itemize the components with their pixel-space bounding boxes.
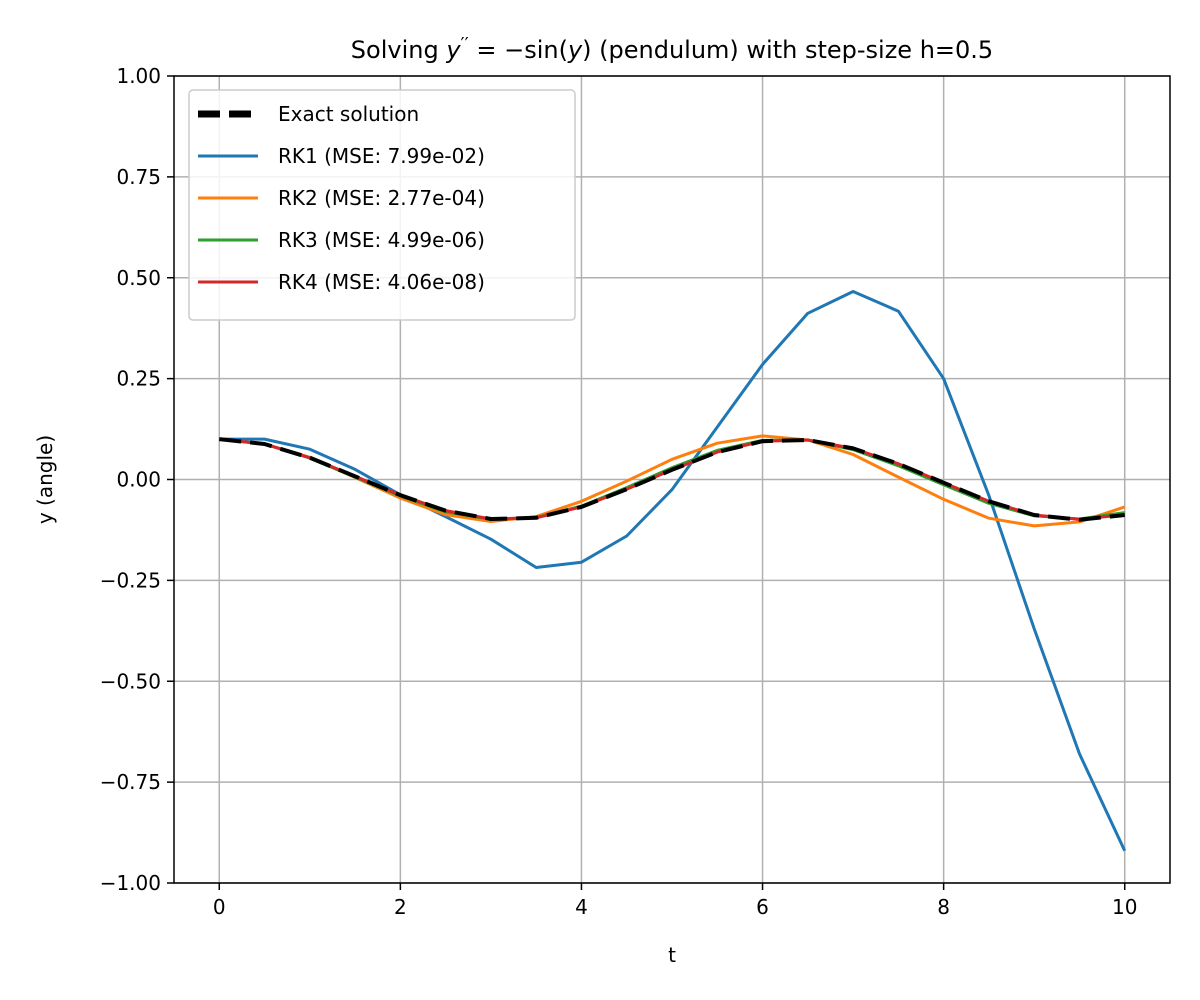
chart-title-part: y: [445, 36, 461, 64]
axis-ticks: 0 2 4 6 8 10 −1.00 −0.75 −0.50 −0.25 0.00 0.25 0.50 0…: [100, 64, 1138, 919]
y-axis-label: y (angle): [33, 435, 57, 524]
legend-label: RK1 (MSE: 7.99e-02): [278, 144, 485, 168]
chart-title-part: ) (pendulum) with step-size h=0.5: [582, 36, 993, 64]
y-tick-label: −0.75: [100, 770, 161, 794]
chart-title-part: Solving: [351, 36, 447, 64]
series-line-rk1: [219, 290, 1127, 852]
legend: Exact solution RK1 (MSE: 7.99e-02) RK2 (MS…: [188, 89, 576, 321]
legend-label: Exact solution: [278, 102, 419, 126]
legend-box: [188, 89, 576, 321]
y-tick-label: −1.00: [100, 871, 161, 895]
y-tick-label: −0.50: [100, 669, 161, 693]
y-tick-label: 1.00: [116, 64, 161, 88]
chart-title-part: = −sin(: [469, 36, 568, 64]
x-tick-label: 2: [394, 895, 407, 919]
y-tick-label: 0.25: [116, 367, 161, 391]
series-line-exact: [219, 437, 1125, 522]
x-tick-label: 6: [756, 895, 769, 919]
chart-title-part: y: [567, 36, 583, 64]
y-tick-label: −0.25: [100, 568, 161, 592]
x-axis-label: t: [668, 943, 676, 967]
chart-title-part: ′′: [461, 34, 469, 55]
chart-title: Solving y′′ = −sin(y) (pendulum) with st…: [351, 34, 993, 64]
legend-label: RK2 (MSE: 2.77e-04): [278, 186, 485, 210]
x-tick-label: 4: [575, 895, 588, 919]
y-tick-label: 0.50: [116, 266, 161, 290]
x-tick-label: 10: [1112, 895, 1137, 919]
x-tick-label: 8: [937, 895, 950, 919]
plot-series: [219, 290, 1127, 852]
y-tick-label: 0.75: [116, 165, 161, 189]
y-tick-label: 0.00: [116, 468, 161, 492]
legend-label: RK4 (MSE: 4.06e-08): [278, 270, 485, 294]
x-tick-label: 0: [213, 895, 226, 919]
legend-label: RK3 (MSE: 4.99e-06): [278, 228, 485, 252]
